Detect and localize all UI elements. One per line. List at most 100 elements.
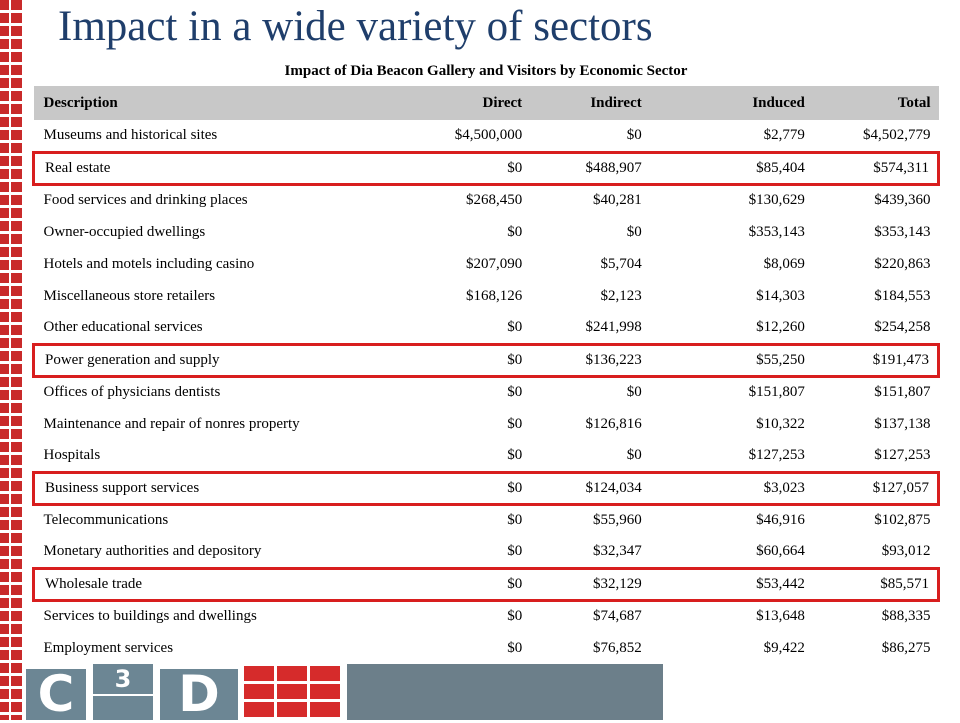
table-row: Miscellaneous store retailers $168,126 $2,… — [34, 280, 939, 312]
cell-description: Hospitals — [43, 446, 101, 463]
cell-description: Telecommunications — [43, 512, 169, 529]
cell-direct: $0 — [507, 415, 523, 432]
cell-direct: $0 — [368, 470, 531, 506]
cell-induced: $60,664 — [756, 542, 805, 559]
logo-block — [93, 696, 153, 720]
cell-direct: $0 — [507, 446, 523, 463]
cell-description: Maintenance and repair of nonres propert… — [43, 415, 300, 432]
table-row: Services to buildings and dwellings $0 $74… — [34, 600, 939, 632]
cell-indirect: $5,704 — [600, 255, 642, 272]
column-header-description: Description — [43, 94, 118, 111]
cell-total: $4,502,779 — [863, 126, 931, 143]
brick-border-decoration — [0, 0, 22, 720]
cell-indirect: $0 — [626, 126, 642, 143]
table-row: Museums and historical sites $4,500,000 $0… — [34, 120, 939, 152]
cell-total: $151,807 — [874, 384, 931, 401]
logo-letter-d: D — [160, 669, 238, 720]
cell-indirect: $40,281 — [592, 192, 642, 209]
slide-title: Impact in a wide variety of sectors — [58, 3, 653, 50]
cell-description: Museums and historical sites — [43, 126, 218, 143]
cell-description: Owner-occupied dwellings — [43, 223, 206, 240]
table-row: Telecommunications $0 $55,960 $46,916 $102,8… — [34, 504, 939, 536]
cell-direct: $0 — [368, 566, 531, 602]
table-row: Maintenance and repair of nonres propert… — [34, 408, 939, 440]
cell-induced: $127,253 — [748, 446, 805, 463]
cell-induced: $55,250 — [649, 342, 813, 378]
cell-induced: $3,023 — [649, 470, 813, 506]
table-row-highlighted: Power generation and supply $0 $136,223 $55… — [31, 342, 940, 378]
logo-brick-icon — [244, 666, 340, 720]
cell-direct: $0 — [507, 318, 523, 335]
cell-direct: $0 — [507, 639, 523, 656]
cell-direct: $0 — [507, 384, 523, 401]
table-row-highlighted: Business support services $0 $124,034 $3,02… — [31, 470, 940, 506]
table-caption: Impact of Dia Beacon Gallery and Visitor… — [284, 63, 688, 79]
table-row: Offices of physicians dentists $0 $0 $151,8… — [34, 376, 939, 408]
table-row: Employment services $0 $76,852 $9,422 $86,27… — [34, 632, 939, 664]
cell-description: Miscellaneous store retailers — [43, 287, 216, 304]
cell-indirect: $2,123 — [600, 287, 642, 304]
cell-induced: $53,442 — [649, 566, 813, 602]
cell-description: Services to buildings and dwellings — [43, 608, 257, 625]
cell-induced: $12,260 — [756, 318, 805, 335]
cell-direct: $268,450 — [465, 192, 523, 209]
cell-direct: $0 — [507, 542, 523, 559]
cell-induced: $13,648 — [756, 608, 805, 625]
cell-indirect: $488,907 — [530, 150, 650, 186]
cell-description: Employment services — [43, 639, 174, 656]
cell-description: Hotels and motels including casino — [43, 255, 255, 272]
cell-description: Wholesale trade — [31, 566, 369, 602]
cell-description: Other educational services — [43, 318, 203, 335]
cell-total: $439,360 — [874, 192, 931, 209]
cell-induced: $46,916 — [756, 512, 805, 529]
cell-total: $254,258 — [874, 318, 931, 335]
cell-total: $88,335 — [881, 608, 931, 625]
cell-induced: $14,303 — [756, 287, 805, 304]
cell-description: Power generation and supply — [31, 342, 369, 378]
cell-indirect: $126,816 — [585, 415, 642, 432]
cell-direct: $0 — [507, 512, 523, 529]
table-row: Owner-occupied dwellings $0 $0 $353,143 $353… — [34, 216, 939, 248]
cell-description: Monetary authorities and depository — [43, 542, 262, 559]
cell-direct: $0 — [368, 150, 531, 186]
cell-description: Offices of physicians dentists — [43, 384, 221, 401]
cell-direct: $168,126 — [465, 287, 523, 304]
cell-indirect: $241,998 — [585, 318, 642, 335]
table-row: Hospitals $0 $0 $127,253 $127,253 — [34, 440, 939, 472]
column-header-induced: Induced — [752, 94, 805, 111]
cell-total: $127,253 — [874, 446, 931, 463]
table-row: Hotels and motels including casino $207,0… — [34, 248, 939, 280]
cell-induced: $2,779 — [763, 126, 805, 143]
cell-indirect: $74,687 — [592, 608, 642, 625]
cell-total: $86,275 — [881, 639, 931, 656]
cell-indirect: $76,852 — [592, 639, 642, 656]
cell-indirect: $32,129 — [530, 566, 650, 602]
cell-induced: $151,807 — [748, 384, 805, 401]
cell-induced: $9,422 — [763, 639, 805, 656]
table-body: Museums and historical sites $4,500,000 $0… — [31, 120, 940, 664]
cell-total: $574,311 — [812, 150, 940, 186]
cell-direct: $0 — [507, 223, 523, 240]
cell-induced: $8,069 — [763, 255, 805, 272]
cell-indirect: $0 — [626, 223, 642, 240]
cell-description: Food services and drinking places — [43, 192, 248, 209]
cell-indirect: $55,960 — [592, 512, 642, 529]
cell-indirect: $124,034 — [530, 470, 650, 506]
table-row: Monetary authorities and depository $0 $32… — [34, 536, 939, 568]
cell-total: $93,012 — [881, 542, 931, 559]
cell-total: $102,875 — [874, 512, 931, 529]
table-row: Food services and drinking places $268,45… — [34, 184, 939, 216]
cell-induced: $130,629 — [748, 192, 805, 209]
cell-total: $85,571 — [812, 566, 940, 602]
cell-total: $353,143 — [874, 223, 931, 240]
cell-indirect: $0 — [626, 446, 642, 463]
cell-total: $184,553 — [874, 287, 931, 304]
cell-induced: $10,322 — [756, 415, 805, 432]
cell-total: $220,863 — [874, 255, 931, 272]
cell-induced: $85,404 — [649, 150, 813, 186]
cell-indirect: $0 — [626, 384, 642, 401]
table-header-row: Description Direct Indirect Induced Tota… — [33, 86, 939, 120]
cell-direct: $4,500,000 — [454, 126, 523, 143]
table-row: Other educational services $0 $241,998 $12,… — [34, 312, 939, 344]
cell-indirect: $136,223 — [530, 342, 650, 378]
